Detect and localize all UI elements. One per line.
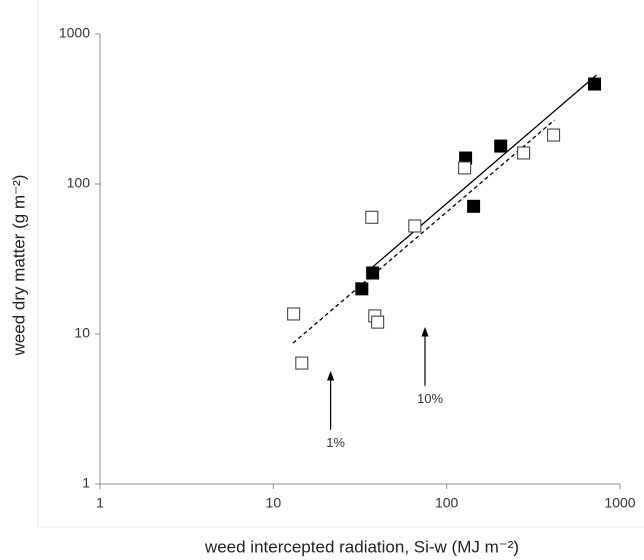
point [295, 356, 309, 370]
point [287, 307, 301, 321]
point [365, 210, 379, 224]
point [366, 266, 380, 280]
y-tick-label: 1 [82, 475, 90, 491]
x-tick-label: 10 [266, 495, 282, 511]
point [494, 139, 508, 153]
point [458, 161, 472, 175]
x-tick-label: 1 [96, 495, 104, 511]
y-tick-label: 1000 [59, 25, 90, 41]
point [517, 146, 531, 160]
point [588, 77, 602, 91]
y-tick-label: 10 [74, 325, 90, 341]
point [408, 219, 422, 233]
x-tick-label: 1000 [604, 495, 635, 511]
point [371, 315, 385, 329]
y-tick-label: 100 [67, 175, 91, 191]
y-axis-title: weed dry matter (g m⁻²) [9, 175, 28, 357]
annotation-label: 10% [417, 391, 443, 406]
annotation-label: 1% [326, 435, 345, 450]
point [355, 282, 369, 296]
point [547, 128, 561, 142]
fit-line [366, 74, 597, 273]
point [467, 199, 481, 213]
fit-line [292, 119, 555, 344]
x-tick-label: 100 [435, 495, 459, 511]
x-axis-title: weed intercepted radiation, Si-w (MJ m⁻²… [204, 537, 519, 556]
